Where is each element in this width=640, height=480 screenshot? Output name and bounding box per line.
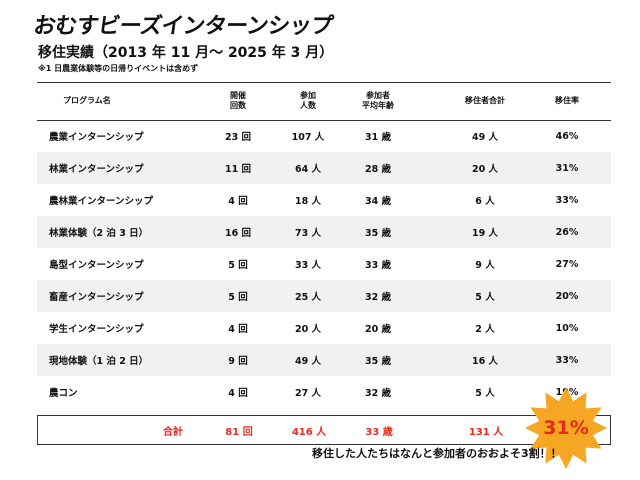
cell-rate: 33% xyxy=(555,194,579,206)
cell-moved: 5 人 xyxy=(475,292,495,303)
cell-program: 農林業インターンシップ xyxy=(49,196,154,207)
cell-people: 27 人 xyxy=(294,388,322,399)
cell-count: 4 回 xyxy=(228,324,248,335)
cell-moved: 16 人 xyxy=(471,356,499,367)
cell-program: 畜産インターンシップ xyxy=(49,292,144,303)
footer-message: 移住した人たちはなんと参加者のおおよそ3割！！ xyxy=(312,447,562,460)
cell-age: 33 歳 xyxy=(364,260,392,271)
cell-age: 32 歳 xyxy=(364,292,392,303)
cell-people: 73 人 xyxy=(294,228,322,239)
cell-age: 20 歳 xyxy=(364,324,392,335)
cell-count: 23 回 xyxy=(224,132,252,143)
cell-age: 35 歳 xyxy=(364,228,392,239)
cell-moved: 49 人 xyxy=(471,132,499,143)
cell-people: 33 人 xyxy=(294,260,322,271)
cell-program: 学生インターンシップ xyxy=(49,324,144,335)
cell-count: 5 回 xyxy=(228,260,248,271)
cell-age: 32 歳 xyxy=(364,388,392,399)
table-row: 学生インターンシップ 4 回 20 人 20 歳 2 人 10% xyxy=(37,312,611,344)
cell-program: 島型インターンシップ xyxy=(49,260,144,271)
cell-rate: 33% xyxy=(555,354,579,366)
header-age: 参加者 平均年齢 xyxy=(362,91,394,110)
page-title: おむすビーズインターンシップ xyxy=(31,14,335,39)
cell-moved: 19 人 xyxy=(471,228,499,239)
cell-count: 4 回 xyxy=(228,388,248,399)
table-row: 林業体験（2 泊 3 日） 16 回 73 人 35 歳 19 人 26% xyxy=(37,216,611,248)
cell-age: 28 歳 xyxy=(364,164,392,175)
table-header-rule xyxy=(37,120,611,121)
starburst-badge xyxy=(524,386,608,470)
cell-program: 現地体験（1 泊 2 日） xyxy=(49,356,149,367)
cell-program: 林業体験（2 泊 3 日） xyxy=(49,228,149,239)
header-rate: 移住率 xyxy=(555,96,579,105)
cell-age: 35 歳 xyxy=(364,356,392,367)
cell-rate: 46% xyxy=(555,130,579,142)
table-header: プログラム名 開催 回数 参加 人数 参加者 平均年齢 移住者合計 移住率 xyxy=(37,82,611,120)
header-count: 開催 回数 xyxy=(230,91,246,110)
cell-moved: 2 人 xyxy=(475,324,495,335)
table-row: 現地体験（1 泊 2 日） 9 回 49 人 35 歳 16 人 33% xyxy=(37,344,611,376)
starburst-shape xyxy=(524,386,608,470)
total-row: 合計 81 回 416 人 33 歳 131 人 xyxy=(37,415,611,445)
cell-people: 107 人 xyxy=(291,132,325,143)
cell-moved: 9 人 xyxy=(475,260,495,271)
table-top-rule xyxy=(37,82,611,83)
header-moved: 移住者合計 xyxy=(465,96,505,105)
total-label: 合計 xyxy=(163,426,183,438)
table-row: 農業インターンシップ 23 回 107 人 31 歳 49 人 46% xyxy=(37,120,611,152)
total-age: 33 歳 xyxy=(365,426,393,438)
cell-count: 5 回 xyxy=(228,292,248,303)
cell-people: 25 人 xyxy=(294,292,322,303)
total-count: 81 回 xyxy=(225,426,253,438)
cell-people: 64 人 xyxy=(294,164,322,175)
cell-count: 9 回 xyxy=(228,356,248,367)
cell-count: 4 回 xyxy=(228,196,248,207)
table-row: 林業インターンシップ 11 回 64 人 28 歳 20 人 31% xyxy=(37,152,611,184)
cell-program: 農コン xyxy=(49,388,78,399)
table-row: 畜産インターンシップ 5 回 25 人 32 歳 5 人 20% xyxy=(37,280,611,312)
table-row: 農林業インターンシップ 4 回 18 人 34 歳 6 人 33% xyxy=(37,184,611,216)
cell-moved: 20 人 xyxy=(471,164,499,175)
cell-rate: 26% xyxy=(555,226,579,238)
cell-age: 31 歳 xyxy=(364,132,392,143)
cell-moved: 6 人 xyxy=(475,196,495,207)
header-people: 参加 人数 xyxy=(300,91,316,110)
cell-moved: 5 人 xyxy=(475,388,495,399)
header-program: プログラム名 xyxy=(63,96,111,105)
cell-age: 34 歳 xyxy=(364,196,392,207)
total-moved: 131 人 xyxy=(468,426,504,438)
cell-people: 18 人 xyxy=(294,196,322,207)
cell-rate: 20% xyxy=(555,290,579,302)
cell-rate: 31% xyxy=(555,162,579,174)
cell-rate: 27% xyxy=(555,258,579,270)
cell-people: 49 人 xyxy=(294,356,322,367)
cell-program: 農業インターンシップ xyxy=(49,132,144,143)
cell-rate: 10% xyxy=(555,322,579,334)
note: ※1 日農業体験等の日帰りイベントは含めず xyxy=(38,64,199,73)
cell-program: 林業インターンシップ xyxy=(49,164,144,175)
cell-count: 16 回 xyxy=(224,228,252,239)
cell-count: 11 回 xyxy=(224,164,252,175)
total-people: 416 人 xyxy=(291,426,327,438)
cell-people: 20 人 xyxy=(294,324,322,335)
subtitle: 移住実績（2013 年 11 月～ 2025 年 3 月） xyxy=(38,45,334,61)
total-rate: 31% xyxy=(543,417,589,439)
table-row: 島型インターンシップ 5 回 33 人 33 歳 9 人 27% xyxy=(37,248,611,280)
